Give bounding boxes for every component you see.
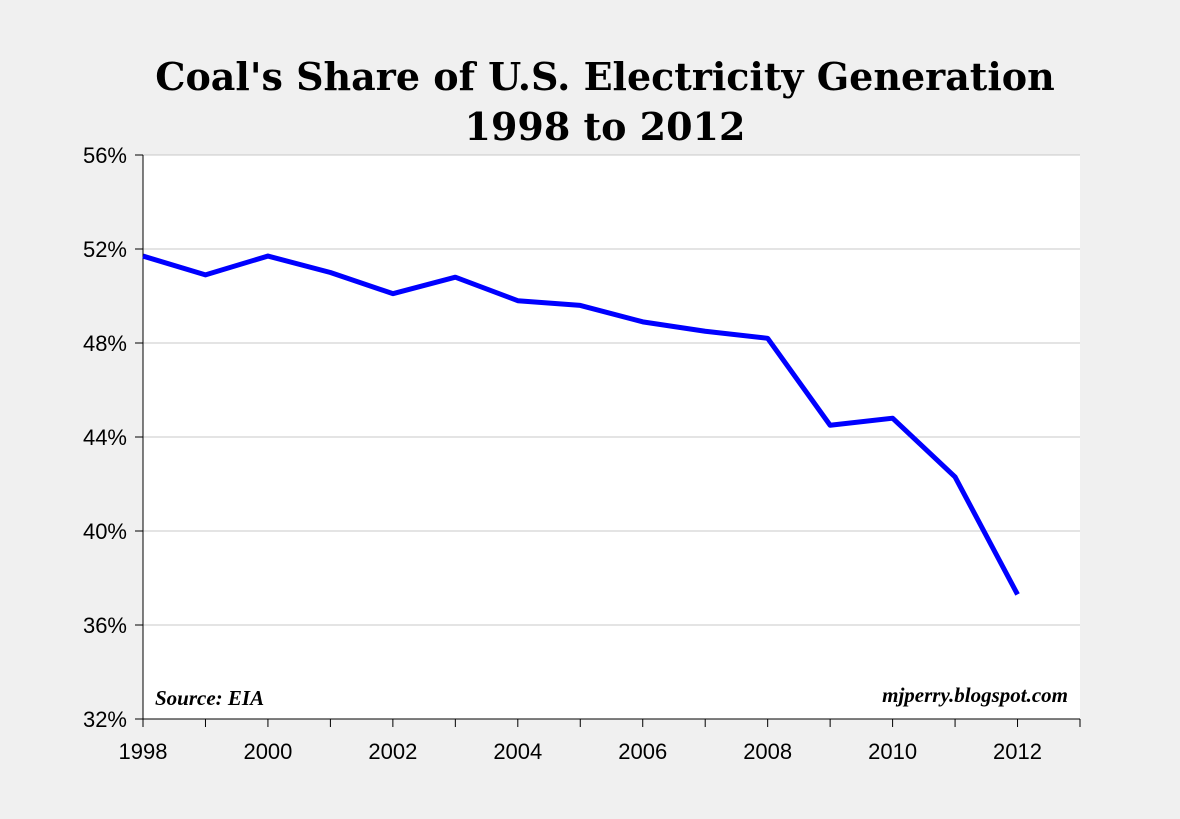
- y-tick-label: 52%: [83, 237, 127, 262]
- x-tick-label: 2000: [243, 739, 292, 764]
- y-tick-label: 56%: [83, 143, 127, 168]
- x-tick-label: 2012: [993, 739, 1042, 764]
- x-tick-label: 2002: [368, 739, 417, 764]
- subtitle-line: 1998 to 2012: [464, 104, 746, 149]
- x-tick-label: 2008: [743, 739, 792, 764]
- y-tick-label: 44%: [83, 425, 127, 450]
- x-tick-label: 2010: [868, 739, 917, 764]
- y-tick-label: 36%: [83, 613, 127, 638]
- x-tick-label: 1998: [119, 739, 168, 764]
- y-tick-label: 40%: [83, 519, 127, 544]
- y-tick-label: 32%: [83, 707, 127, 732]
- x-tick-label: 2006: [618, 739, 667, 764]
- y-tick-label: 48%: [83, 331, 127, 356]
- source-annotation: Source: EIA: [155, 686, 264, 710]
- x-tick-label: 2004: [493, 739, 542, 764]
- credit-annotation: mjperry.blogspot.com: [882, 683, 1068, 707]
- title-line: Coal's Share of U.S. Electricity Generat…: [155, 54, 1055, 99]
- chart-title: Coal's Share of U.S. Electricity Generat…: [0, 52, 1180, 152]
